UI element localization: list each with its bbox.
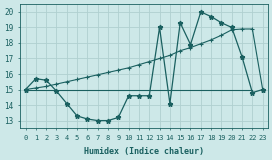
- X-axis label: Humidex (Indice chaleur): Humidex (Indice chaleur): [84, 147, 204, 156]
